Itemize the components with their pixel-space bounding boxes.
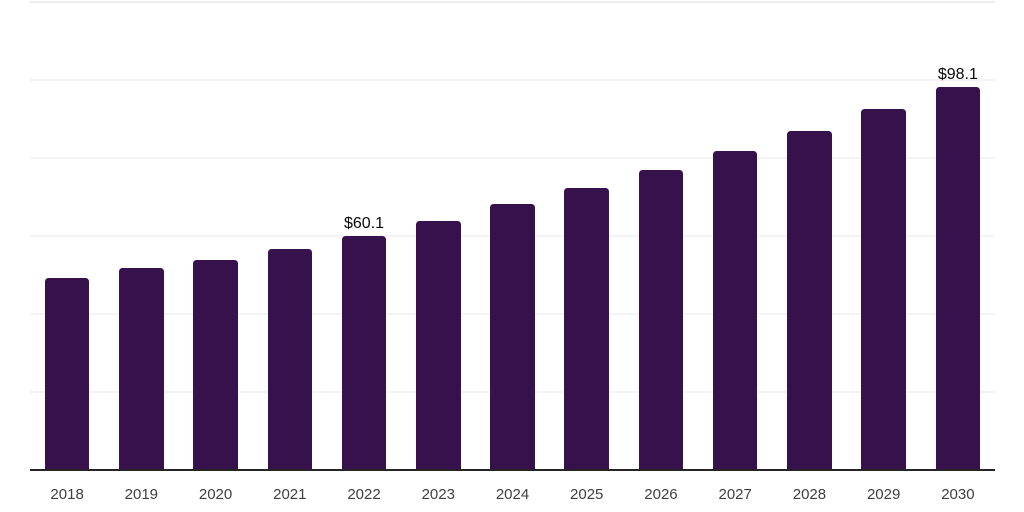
x-tick-2025: 2025 [570, 486, 604, 503]
bar-2029 [861, 109, 906, 470]
bar-2020 [193, 260, 238, 470]
data-label-2022: $60.1 [344, 214, 385, 232]
bar-2028 [787, 131, 832, 470]
bar-2024 [490, 204, 535, 470]
x-tick-2023: 2023 [421, 486, 455, 503]
x-axis-line [30, 469, 995, 471]
x-tick-2021: 2021 [273, 486, 307, 503]
x-tick-2019: 2019 [124, 486, 159, 503]
x-tick-2026: 2026 [644, 486, 678, 503]
x-tick-2020: 2020 [198, 486, 233, 503]
gridline-y-100 [30, 79, 995, 81]
bar-2019 [119, 267, 164, 470]
x-tick-2022: 2022 [347, 486, 381, 503]
x-tick-2024: 2024 [495, 486, 530, 503]
x-tick-2028: 2028 [792, 486, 827, 503]
gridline-y-120 [30, 1, 995, 3]
x-tick-2030: 2030 [941, 486, 975, 503]
x-tick-2027: 2027 [718, 486, 752, 503]
bar-2018 [44, 278, 90, 470]
gridline-y-80 [30, 157, 995, 159]
bar-2023 [416, 221, 461, 470]
bar-2022 [341, 235, 387, 470]
bar-2021 [267, 248, 313, 470]
bar-2027 [712, 150, 758, 470]
bar-2025 [564, 187, 609, 470]
x-tick-2029: 2029 [866, 486, 901, 503]
data-label-2030: $98.1 [937, 66, 978, 84]
bar-2026 [638, 170, 684, 470]
x-tick-2018: 2018 [50, 486, 84, 503]
bar-2030 [935, 87, 981, 470]
